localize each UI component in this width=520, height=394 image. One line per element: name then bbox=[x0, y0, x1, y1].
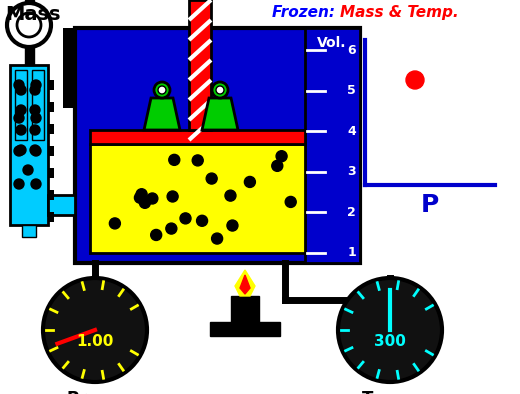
Bar bbox=[90, 144, 305, 253]
Text: 6: 6 bbox=[347, 43, 356, 56]
Circle shape bbox=[158, 86, 166, 94]
Text: Press.: Press. bbox=[66, 390, 124, 394]
Circle shape bbox=[225, 190, 236, 201]
Circle shape bbox=[227, 220, 238, 231]
Circle shape bbox=[17, 13, 41, 37]
Bar bbox=[48, 190, 54, 200]
Bar bbox=[48, 146, 54, 156]
Circle shape bbox=[23, 165, 33, 175]
Circle shape bbox=[7, 3, 51, 47]
Circle shape bbox=[139, 197, 150, 208]
Circle shape bbox=[166, 223, 177, 234]
Circle shape bbox=[212, 233, 223, 244]
Text: 1.00: 1.00 bbox=[76, 335, 114, 349]
Text: 3: 3 bbox=[347, 165, 356, 178]
Circle shape bbox=[109, 218, 121, 229]
Circle shape bbox=[192, 155, 203, 166]
Circle shape bbox=[272, 160, 283, 171]
Circle shape bbox=[30, 105, 40, 115]
Circle shape bbox=[16, 125, 26, 135]
Text: 5: 5 bbox=[347, 84, 356, 97]
Bar bbox=[90, 130, 305, 144]
Bar bbox=[32, 70, 44, 140]
Circle shape bbox=[14, 113, 24, 123]
Circle shape bbox=[14, 146, 24, 156]
Bar bbox=[48, 168, 54, 178]
Bar bbox=[48, 212, 54, 222]
Circle shape bbox=[406, 71, 424, 89]
Polygon shape bbox=[240, 275, 250, 294]
Bar bbox=[15, 70, 27, 140]
Polygon shape bbox=[235, 270, 255, 296]
Circle shape bbox=[30, 125, 40, 135]
Text: Frozen:: Frozen: bbox=[272, 5, 340, 20]
Text: Vol.: Vol. bbox=[317, 36, 347, 50]
Text: Mass: Mass bbox=[5, 5, 60, 24]
Text: 2: 2 bbox=[347, 206, 356, 219]
Bar bbox=[210, 322, 280, 336]
Circle shape bbox=[30, 85, 40, 95]
Circle shape bbox=[147, 193, 158, 204]
Circle shape bbox=[31, 179, 41, 189]
Text: Temp.: Temp. bbox=[362, 390, 418, 394]
Circle shape bbox=[43, 278, 147, 382]
Circle shape bbox=[31, 80, 41, 90]
Circle shape bbox=[338, 278, 442, 382]
Bar bbox=[75, 28, 360, 263]
Circle shape bbox=[30, 145, 40, 155]
Circle shape bbox=[14, 80, 24, 90]
Bar bbox=[22, 225, 36, 237]
Text: V: V bbox=[333, 98, 357, 127]
Circle shape bbox=[16, 105, 26, 115]
Circle shape bbox=[14, 179, 24, 189]
Polygon shape bbox=[144, 98, 180, 130]
Circle shape bbox=[16, 145, 26, 155]
Bar bbox=[48, 124, 54, 134]
Circle shape bbox=[276, 151, 287, 162]
Circle shape bbox=[285, 197, 296, 207]
Bar bbox=[63, 28, 75, 108]
Text: 1: 1 bbox=[347, 247, 356, 260]
Bar bbox=[10, 65, 48, 225]
Circle shape bbox=[151, 229, 162, 240]
Circle shape bbox=[197, 215, 207, 226]
Circle shape bbox=[167, 191, 178, 202]
Circle shape bbox=[212, 82, 228, 98]
Bar bbox=[189, 0, 211, 130]
Text: 300: 300 bbox=[374, 335, 406, 349]
Bar bbox=[305, 28, 360, 263]
Text: P: P bbox=[421, 193, 439, 217]
Circle shape bbox=[16, 85, 26, 95]
Polygon shape bbox=[202, 98, 238, 130]
Text: 4: 4 bbox=[347, 125, 356, 138]
Circle shape bbox=[169, 154, 180, 165]
Circle shape bbox=[244, 177, 255, 188]
Bar bbox=[231, 296, 259, 322]
Circle shape bbox=[154, 82, 170, 98]
Circle shape bbox=[135, 192, 146, 203]
Bar bbox=[48, 102, 54, 112]
Circle shape bbox=[180, 213, 191, 224]
Circle shape bbox=[136, 189, 147, 200]
Circle shape bbox=[206, 173, 217, 184]
Circle shape bbox=[31, 146, 41, 156]
Bar bbox=[25, 0, 34, 65]
Bar bbox=[48, 80, 54, 90]
Circle shape bbox=[216, 86, 224, 94]
Circle shape bbox=[31, 113, 41, 123]
Text: Mass & Temp.: Mass & Temp. bbox=[340, 5, 459, 20]
Bar bbox=[48, 195, 75, 215]
